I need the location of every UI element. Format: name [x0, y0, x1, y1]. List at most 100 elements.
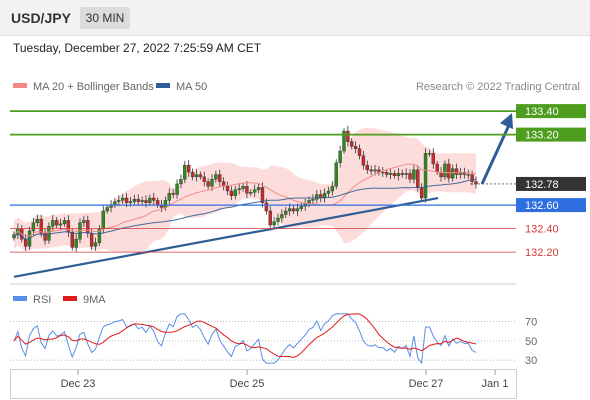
time-axis-frame [10, 369, 517, 399]
ma50-line [13, 178, 477, 241]
timeframe-button[interactable]: 30 MIN [80, 7, 130, 29]
candle [260, 182, 265, 208]
x-tick-label: Jan 1 [482, 378, 509, 390]
level-label: 132.20 [525, 247, 559, 259]
candle [190, 168, 195, 181]
candle [31, 217, 36, 236]
candle [423, 148, 428, 203]
candle [338, 145, 342, 168]
candle [229, 186, 234, 201]
candle [388, 168, 393, 180]
candle [400, 169, 404, 178]
level-label: 133.40 [525, 106, 559, 118]
legend-item: MA 20 + Bollinger Bands [13, 81, 154, 93]
candle [183, 160, 187, 184]
candle [194, 169, 199, 182]
candle [35, 214, 39, 227]
rsi-tick-label: 30 [525, 355, 537, 367]
candle [330, 181, 335, 196]
candle [284, 207, 288, 218]
candle [47, 222, 51, 244]
rsi-tick-label: 50 [525, 336, 537, 348]
level-support: 132.40 [10, 224, 559, 236]
candle [179, 174, 183, 189]
candle [187, 160, 191, 177]
chart-header: USD/JPY 30 MIN [0, 0, 590, 36]
candle [198, 171, 203, 180]
rsi-legend-item: 9MA [63, 294, 106, 306]
candle [39, 214, 43, 238]
x-tick-label: Dec 25 [230, 378, 265, 390]
level-resistance: 133.40 [10, 104, 586, 119]
legend-item: MA 50 [156, 81, 207, 93]
candle [280, 209, 284, 223]
rsi-ma-line [13, 313, 477, 359]
rsi-legend-label: RSI [33, 294, 51, 306]
level-pivot: 132.60 [10, 198, 586, 213]
candle [361, 150, 366, 170]
candle [373, 164, 377, 176]
candle [237, 183, 241, 195]
candle [93, 237, 98, 251]
candle [408, 169, 412, 184]
candle [365, 160, 369, 174]
candle [272, 216, 276, 230]
legend-label: MA 50 [176, 81, 207, 93]
candle [70, 228, 74, 251]
symbol-label: USD/JPY [11, 10, 71, 26]
level-label: 132.60 [525, 200, 559, 212]
candle [392, 170, 397, 179]
candle [82, 215, 86, 227]
candle [346, 125, 350, 147]
candle [105, 204, 109, 214]
rsi-tick-label: 70 [525, 317, 537, 329]
candle [245, 181, 249, 199]
level-label: 132.78 [525, 179, 559, 191]
candle [326, 186, 331, 198]
candle [148, 194, 152, 206]
ma20-line [13, 163, 477, 238]
candle [466, 169, 470, 179]
candle [140, 196, 144, 206]
candle [206, 178, 210, 190]
candle [55, 217, 59, 229]
legend-label: MA 20 + Bollinger Bands [33, 81, 154, 93]
credit-text: Research © 2022 Trading Central [416, 81, 580, 93]
level-resistance: 133.20 [10, 127, 586, 142]
candle [241, 182, 245, 192]
candle [311, 194, 315, 205]
x-tick-label: Dec 27 [409, 378, 444, 390]
candle [249, 189, 253, 197]
rsi-legend-label: 9MA [83, 294, 106, 306]
candle [385, 168, 389, 178]
level-last-price: 132.78 [470, 176, 586, 191]
candle [136, 194, 140, 206]
candle [381, 167, 385, 177]
chart-datetime: Tuesday, December 27, 2022 7:25:59 AM CE… [13, 41, 262, 55]
candle [117, 195, 121, 207]
candle [175, 179, 179, 199]
candle [218, 169, 222, 187]
candle [396, 168, 401, 181]
candle [299, 203, 303, 212]
candle [253, 184, 257, 197]
candle [171, 189, 175, 199]
candle [342, 128, 346, 154]
candle [210, 174, 214, 191]
candle [353, 141, 358, 154]
candle [264, 198, 269, 215]
candle [58, 218, 63, 230]
candle [225, 181, 230, 196]
candle [121, 194, 125, 205]
level-support: 132.20 [10, 247, 559, 259]
candle [454, 163, 459, 179]
projection-arrowhead [500, 113, 513, 130]
candle [431, 148, 435, 169]
candle [256, 183, 261, 194]
candle [315, 190, 319, 204]
candle [412, 165, 416, 184]
candle [214, 170, 218, 183]
candle [334, 159, 338, 190]
x-tick-label: Dec 23 [61, 378, 96, 390]
